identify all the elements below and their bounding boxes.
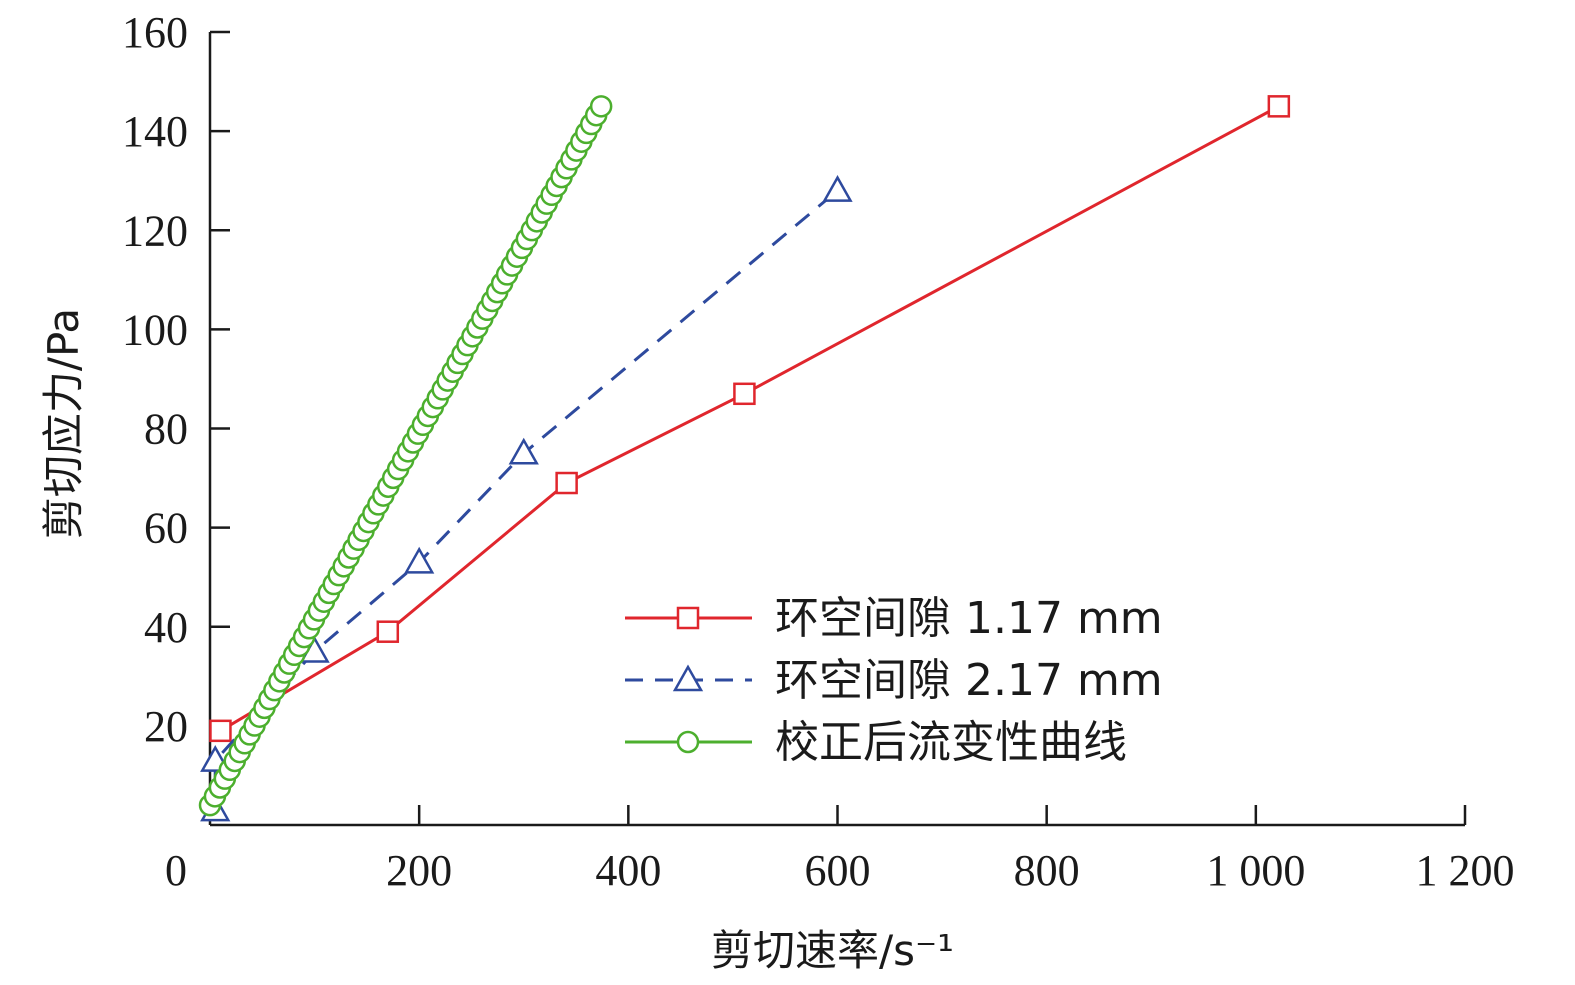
y-tick-label: 20: [144, 702, 188, 751]
y-tick-label: 160: [122, 8, 188, 57]
series-2: [200, 175, 853, 822]
series-layer: [198, 95, 1291, 822]
legend-label: 环空间隙 1.17 mm: [775, 593, 1163, 644]
data-point-triangle: [508, 437, 539, 465]
x-tick-label: 1 200: [1416, 846, 1515, 895]
y-tick-label: 120: [122, 206, 188, 255]
data-point-square: [376, 620, 400, 643]
legend-item: 环空间隙 2.17 mm: [625, 655, 1163, 706]
y-tick-label: 140: [122, 107, 188, 156]
y-tick-label: 100: [122, 305, 188, 354]
y-axis-title: 剪切应力/Pa: [39, 308, 88, 539]
x-tick-label: 600: [805, 846, 871, 895]
axes: 0 200 400 600 800 1 000 1 200 20 40 60 80 100 120 140…: [122, 8, 1515, 895]
legend-label: 环空间隙 2.17 mm: [775, 655, 1163, 706]
data-point-triangle: [672, 664, 704, 692]
x-tick-label: 1 000: [1206, 846, 1305, 895]
data-point-square: [1267, 95, 1291, 118]
series-1: [209, 95, 1291, 743]
data-point-triangle: [822, 175, 853, 202]
data-point-square: [676, 606, 700, 630]
y-tick-label: 80: [144, 405, 188, 454]
y-tick-label: 60: [144, 504, 188, 553]
data-point-square: [555, 471, 578, 495]
legend-label: 校正后流变性曲线: [775, 717, 1127, 768]
legend-item: 校正后流变性曲线: [625, 717, 1127, 768]
legend-item: 环空间隙 1.17 mm: [625, 593, 1163, 644]
x-tick-label: 400: [595, 846, 661, 895]
data-point-circle: [676, 730, 700, 754]
legend: 环空间隙 1.17 mm 环空间隙 2.17 mm 校正后流变性曲线: [625, 593, 1163, 768]
data-point-square: [733, 382, 756, 406]
y-tick-label: 40: [144, 603, 188, 652]
x-axis-title: 剪切速率/s⁻¹: [711, 926, 954, 975]
series-3: [198, 95, 613, 817]
x-tick-label: 200: [386, 846, 452, 895]
data-point-triangle: [404, 546, 435, 574]
x-tick-label: 0: [165, 846, 187, 895]
data-point-square: [209, 719, 232, 743]
data-point-circle: [589, 95, 613, 118]
x-tick-label: 800: [1014, 846, 1080, 895]
series-line: [213, 189, 839, 811]
